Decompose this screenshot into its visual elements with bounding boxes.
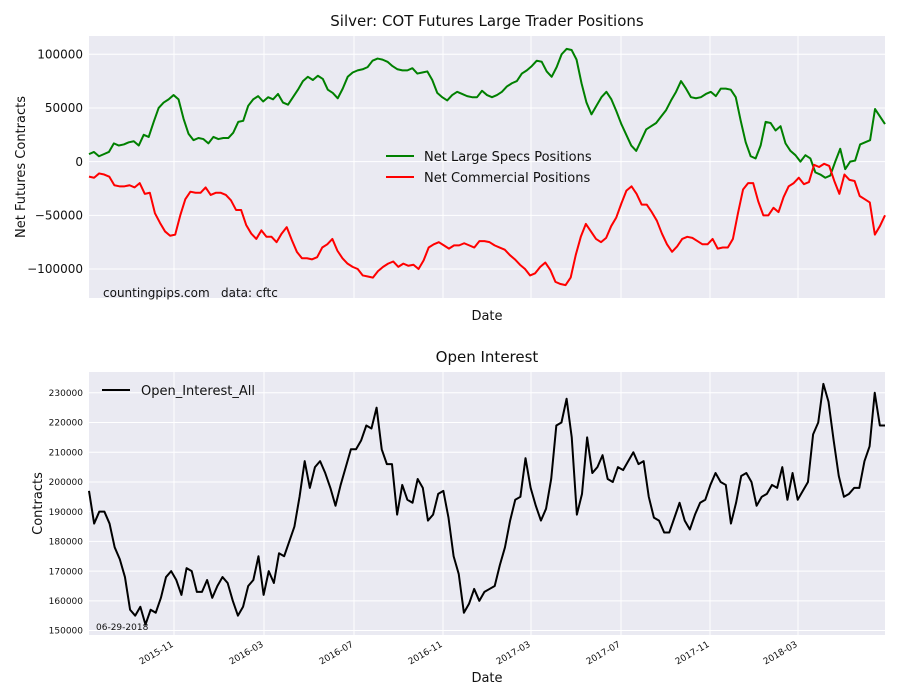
y-axis-label: Contracts bbox=[31, 472, 46, 535]
legend-label-commercial: Net Commercial Positions bbox=[424, 171, 590, 186]
series-lines bbox=[88, 47, 886, 287]
legend: Open_Interest_All bbox=[102, 384, 255, 399]
x-tick-label: 2018-03 bbox=[762, 640, 800, 667]
y-tick-label: 200000 bbox=[49, 478, 84, 488]
x-tick-label: 2017-03 bbox=[495, 640, 533, 667]
x-axis-label: Date bbox=[471, 309, 502, 324]
y-tick-label: 50000 bbox=[45, 101, 83, 115]
chart-title: Silver: COT Futures Large Trader Positio… bbox=[330, 12, 644, 30]
x-tick-labels: 2015-11 2016-03 2016-07 2016-11 2017-03 2017-… bbox=[138, 640, 800, 667]
legend-label-specs: Net Large Specs Positions bbox=[424, 150, 592, 165]
y-tick-label: 190000 bbox=[49, 508, 84, 518]
y-tick-label: 210000 bbox=[49, 448, 84, 458]
grid-lines bbox=[89, 36, 885, 298]
x-tick-label: 2016-07 bbox=[318, 640, 356, 667]
open-interest-chart: 150000 160000 170000 180000 190000 200000 2100… bbox=[31, 348, 885, 686]
legend-label-open-interest: Open_Interest_All bbox=[141, 384, 255, 399]
series-line bbox=[88, 162, 886, 287]
y-tick-label: 230000 bbox=[49, 389, 84, 399]
y-tick-label: 160000 bbox=[49, 597, 84, 607]
x-tick-label: 2015-11 bbox=[138, 640, 176, 667]
x-axis-label: Date bbox=[471, 671, 502, 686]
chart-title: Open Interest bbox=[436, 348, 539, 366]
data-source-annotation: data: cftc bbox=[221, 286, 278, 300]
x-tick-label: 2017-11 bbox=[674, 640, 712, 667]
plot-background bbox=[89, 36, 885, 298]
y-tick-label: 170000 bbox=[49, 567, 84, 577]
y-tick-label: 220000 bbox=[49, 419, 84, 429]
y-tick-label: −100000 bbox=[27, 262, 83, 276]
series-lines bbox=[88, 382, 885, 626]
series-line bbox=[88, 47, 886, 179]
cot-positions-chart: 100000 50000 0 −50000 −100000 Silver: COT Fu… bbox=[14, 12, 886, 324]
date-annotation: 06-29-2018 bbox=[96, 623, 149, 633]
source-annotation: countingpips.com bbox=[103, 286, 210, 300]
x-tick-label: 2016-03 bbox=[228, 640, 266, 667]
y-tick-label: 150000 bbox=[49, 627, 84, 637]
series-line bbox=[88, 382, 885, 626]
y-tick-label: 0 bbox=[75, 155, 83, 169]
y-tick-label: 180000 bbox=[49, 538, 84, 548]
legend: Net Large Specs Positions Net Commercial… bbox=[386, 150, 592, 186]
y-tick-label: 100000 bbox=[37, 47, 83, 61]
y-tick-labels: 100000 50000 0 −50000 −100000 bbox=[27, 47, 83, 276]
x-tick-label: 2016-11 bbox=[407, 640, 445, 667]
x-tick-label: 2017-07 bbox=[585, 640, 623, 667]
y-axis-label: Net Futures Contracts bbox=[14, 96, 29, 238]
plot-background bbox=[89, 372, 885, 635]
y-tick-label: −50000 bbox=[35, 209, 83, 223]
y-tick-labels: 150000 160000 170000 180000 190000 200000 2100… bbox=[49, 389, 84, 637]
